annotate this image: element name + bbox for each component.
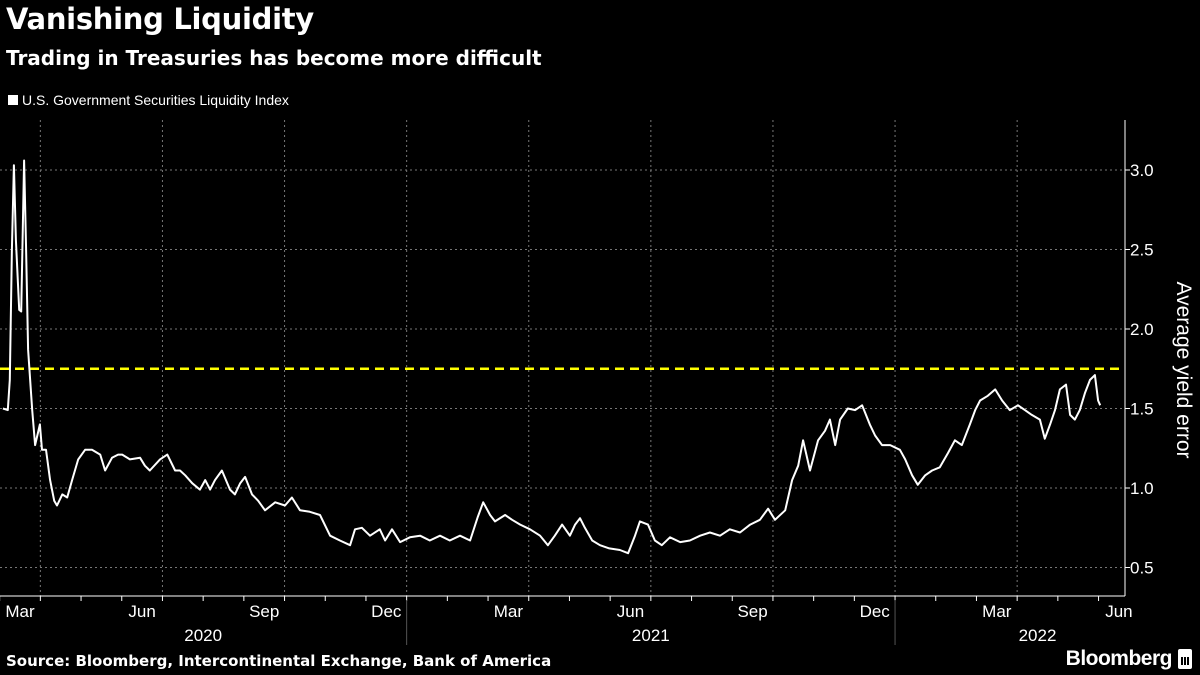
y-tick-label: 0.5	[1130, 559, 1154, 578]
legend: U.S. Government Securities Liquidity Ind…	[8, 92, 289, 108]
bloomberg-terminal-icon	[1178, 649, 1192, 669]
legend-label: U.S. Government Securities Liquidity Ind…	[22, 92, 289, 108]
year-label: 2021	[632, 626, 670, 645]
source-note: Source: Bloomberg, Intercontinental Exch…	[6, 652, 552, 670]
y-tick-label: 2.0	[1130, 320, 1154, 339]
bloomberg-logo: Bloomberg	[1066, 647, 1192, 671]
series-line-liquidity-index	[2, 159, 1102, 555]
logo-text: Bloomberg	[1065, 647, 1173, 670]
year-label: 2022	[1019, 626, 1057, 645]
y-axis-title: Average yield error	[1172, 281, 1195, 458]
legend-swatch	[8, 95, 18, 105]
x-tick-label: Sep	[737, 602, 767, 621]
y-tick-label: 3.0	[1130, 161, 1154, 180]
y-tick-label: 2.5	[1130, 241, 1154, 260]
x-tick-label: Mar	[494, 602, 524, 621]
chart-title: Vanishing Liquidity	[6, 2, 314, 36]
chart-subtitle: Trading in Treasuries has become more di…	[6, 46, 542, 70]
year-label: 2020	[184, 626, 222, 645]
x-tick-label: Dec	[860, 602, 891, 621]
x-tick-label: Dec	[371, 602, 402, 621]
x-tick-label: Jun	[1105, 602, 1132, 621]
x-tick-label: Jun	[617, 602, 644, 621]
y-tick-label: 1.5	[1130, 400, 1154, 419]
x-tick-label: Jun	[128, 602, 155, 621]
y-tick-label: 1.0	[1130, 479, 1154, 498]
x-tick-label: Sep	[249, 602, 279, 621]
x-tick-label: Mar	[5, 602, 35, 621]
x-tick-label: Mar	[982, 602, 1012, 621]
